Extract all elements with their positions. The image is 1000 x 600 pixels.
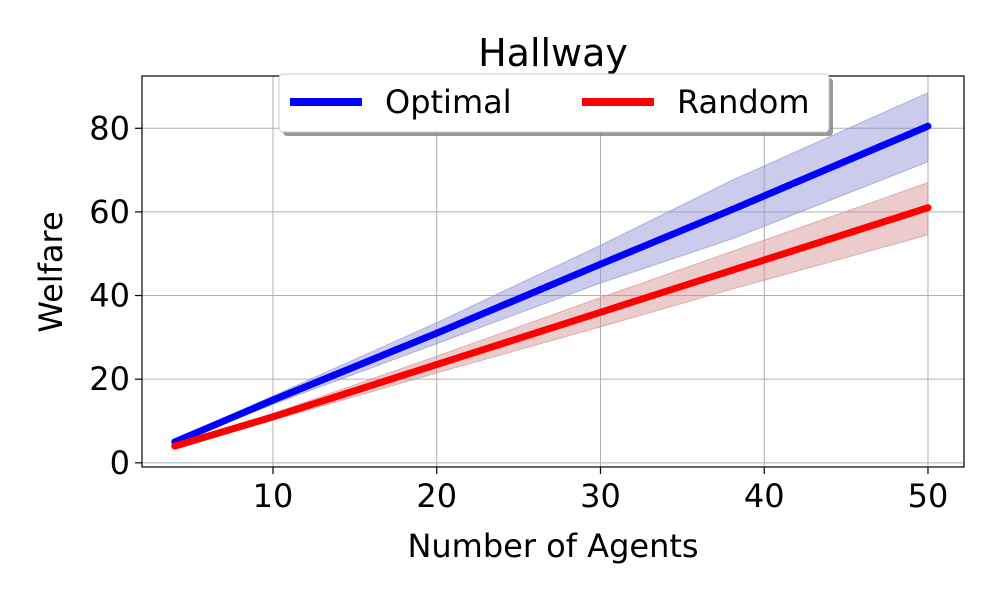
y-tick-label-0: 0 [110,444,130,482]
legend: Optimal Random [278,73,833,136]
point-random-4 [727,266,735,274]
y-tick-label-40: 40 [89,277,130,315]
x-tick-label-50: 50 [908,477,949,515]
point-random-0 [171,442,179,450]
tick-layer: 10 20 30 40 50 0 20 40 60 80 [89,109,948,515]
point-optimal-4 [727,206,735,214]
x-tick-label-40: 40 [744,477,785,515]
point-optimal-2 [433,329,441,337]
chart-title: Hallway [478,31,628,75]
point-random-3 [596,308,604,316]
y-axis-title: Welfare [32,211,70,332]
legend-label-optimal: Optimal [385,83,512,121]
point-optimal-3 [596,260,604,268]
point-optimal-5 [924,122,932,130]
series-line-random [173,204,930,450]
band-optimal [174,91,929,445]
x-axis-title: Number of Agents [407,527,698,565]
point-random-1 [269,413,277,421]
x-tick-label-20: 20 [416,477,457,515]
series-line-optimal [173,122,930,446]
point-random-5 [924,204,932,212]
x-tick-label-10: 10 [253,477,294,515]
line-layer [171,122,932,450]
legend-label-random: Random [677,83,809,121]
point-optimal-1 [269,396,277,404]
x-tick-label-30: 30 [580,477,621,515]
y-tick-label-80: 80 [89,109,130,147]
y-tick-label-20: 20 [89,360,130,398]
point-random-2 [433,361,441,369]
y-tick-label-60: 60 [89,193,130,231]
legend-box [278,73,830,133]
band-random [174,181,929,449]
